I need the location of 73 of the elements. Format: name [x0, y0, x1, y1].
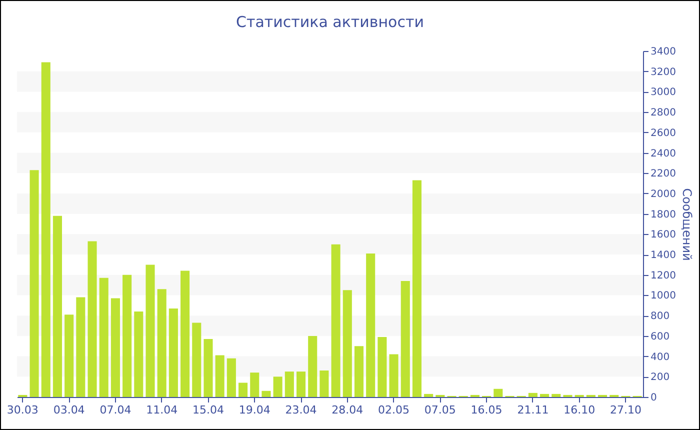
- bar: [378, 336, 387, 397]
- bar: [354, 346, 364, 397]
- y-tick-label: 3400: [650, 46, 676, 58]
- bar: [296, 372, 306, 397]
- bar: [424, 394, 434, 397]
- y-axis-title: Сообщений: [680, 188, 694, 261]
- bar: [366, 254, 376, 397]
- y-tick-label: 2400: [650, 148, 676, 160]
- bar: [52, 216, 62, 397]
- bar: [552, 394, 561, 397]
- y-tick-label: 3200: [650, 66, 676, 78]
- x-tick-label: 28.04: [332, 404, 364, 416]
- bar: [99, 278, 108, 397]
- bar: [157, 289, 166, 397]
- x-tick-label: 03.04: [53, 404, 85, 416]
- bar: [204, 338, 213, 397]
- y-tick-label: 2600: [650, 128, 676, 139]
- x-tick-label: 11.04: [146, 404, 178, 416]
- bar: [342, 290, 352, 397]
- bar: [389, 354, 398, 397]
- bar: [41, 62, 50, 397]
- bar: [331, 244, 340, 397]
- y-tick-label: 1600: [650, 230, 676, 241]
- bar: [238, 382, 248, 397]
- bar: [64, 314, 74, 397]
- y-tick-label: 0: [650, 392, 657, 404]
- x-tick-label: 30.03: [6, 404, 38, 416]
- bar: [273, 376, 282, 397]
- bar: [180, 270, 190, 397]
- x-tick-label: 07.05: [424, 404, 456, 416]
- bar: [168, 308, 178, 397]
- bar: [88, 241, 97, 397]
- bar: [320, 370, 329, 397]
- y-tick-label: 2200: [650, 168, 676, 180]
- bar: [540, 394, 550, 397]
- x-tick-label: 16.05: [470, 404, 502, 416]
- bar: [134, 312, 144, 397]
- y-tick-label: 1000: [650, 290, 676, 302]
- y-tick-label: 1200: [650, 270, 676, 282]
- bar: [412, 180, 422, 397]
- bar: [110, 298, 120, 397]
- x-tick-label: 27.10: [610, 404, 642, 416]
- chart-title: Статистика активности: [236, 13, 424, 31]
- y-tick-label: 800: [650, 311, 670, 322]
- bar: [400, 280, 410, 397]
- bar: [284, 372, 294, 397]
- bar: [226, 358, 236, 397]
- y-tick-label: 1800: [650, 209, 676, 220]
- bar: [215, 355, 224, 397]
- y-tick-label: 2000: [650, 188, 676, 200]
- y-tick-label: 2800: [650, 108, 676, 119]
- x-tick-label: 23.04: [285, 404, 317, 416]
- x-tick-label: 19.04: [238, 404, 270, 416]
- y-tick-label: 3000: [650, 87, 676, 98]
- x-tick-label: 16.10: [564, 404, 596, 416]
- bar: [528, 392, 538, 397]
- y-tick-label: 600: [650, 331, 670, 342]
- bar: [494, 388, 503, 397]
- bar: [30, 170, 39, 397]
- x-tick-label: 15.04: [192, 404, 224, 416]
- x-tick-label: 07.04: [100, 404, 132, 416]
- bar: [192, 322, 202, 397]
- bar: [262, 390, 271, 397]
- bar: [250, 372, 260, 397]
- y-tick-label: 1400: [650, 250, 676, 262]
- y-tick-label: 200: [650, 372, 670, 384]
- bar: [76, 297, 86, 397]
- y-tick-label: 400: [650, 352, 670, 363]
- bar: [146, 264, 155, 397]
- bar: [122, 274, 132, 397]
- x-tick-label: 02.05: [378, 404, 410, 416]
- x-tick-label: 21.11: [517, 404, 549, 416]
- bar: [308, 336, 318, 397]
